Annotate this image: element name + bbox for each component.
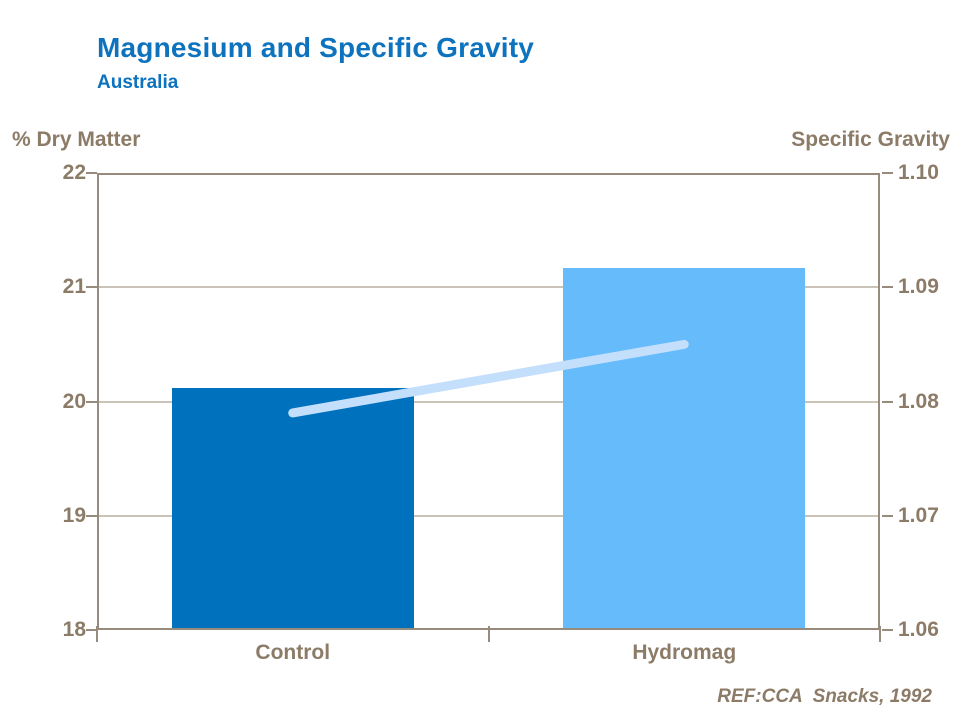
reference-note: REF:CCA Snacks, 1992 xyxy=(717,686,932,707)
right-tick-mark xyxy=(882,172,893,174)
left-axis-tick-label: 21 xyxy=(62,275,86,299)
left-tick-mark xyxy=(86,514,97,517)
right-axis-tick-label: 1.07 xyxy=(898,503,939,527)
bar-control xyxy=(171,388,414,628)
category-label-control: Control xyxy=(255,641,331,664)
left-axis-tick-label: 20 xyxy=(62,389,86,413)
right-tick-mark xyxy=(882,400,893,403)
category-label-hydromag: Hydromag xyxy=(632,641,737,664)
left-tick-mark xyxy=(86,172,97,174)
right-axis-tick-label: 1.10 xyxy=(898,161,939,185)
gridline xyxy=(99,286,878,289)
right-axis-tick-label: 1.09 xyxy=(898,275,939,299)
bottom-tick-mark xyxy=(487,626,490,642)
left-axis-tick-label: 19 xyxy=(62,503,86,527)
chart-subtitle: Australia xyxy=(97,72,179,93)
left-tick-mark xyxy=(86,286,97,289)
left-axis-tick-label: 18 xyxy=(62,618,86,642)
left-axis-tick-label: 22 xyxy=(62,161,86,185)
bottom-tick-mark xyxy=(96,626,98,642)
plot-area xyxy=(97,173,880,630)
right-axis-title: Specific Gravity xyxy=(791,128,950,151)
right-tick-mark xyxy=(882,629,893,631)
bar-hydromag xyxy=(563,268,806,628)
right-axis-tick-label: 1.08 xyxy=(898,389,939,413)
left-tick-mark xyxy=(86,629,97,631)
left-axis-title: % Dry Matter xyxy=(12,128,141,151)
left-tick-mark xyxy=(86,400,97,403)
right-tick-mark xyxy=(882,514,893,517)
right-tick-mark xyxy=(882,286,893,289)
bottom-tick-mark xyxy=(879,626,881,642)
gridline xyxy=(99,514,878,517)
chart-title: Magnesium and Specific Gravity xyxy=(97,32,535,63)
right-axis-tick-label: 1.06 xyxy=(898,618,939,642)
